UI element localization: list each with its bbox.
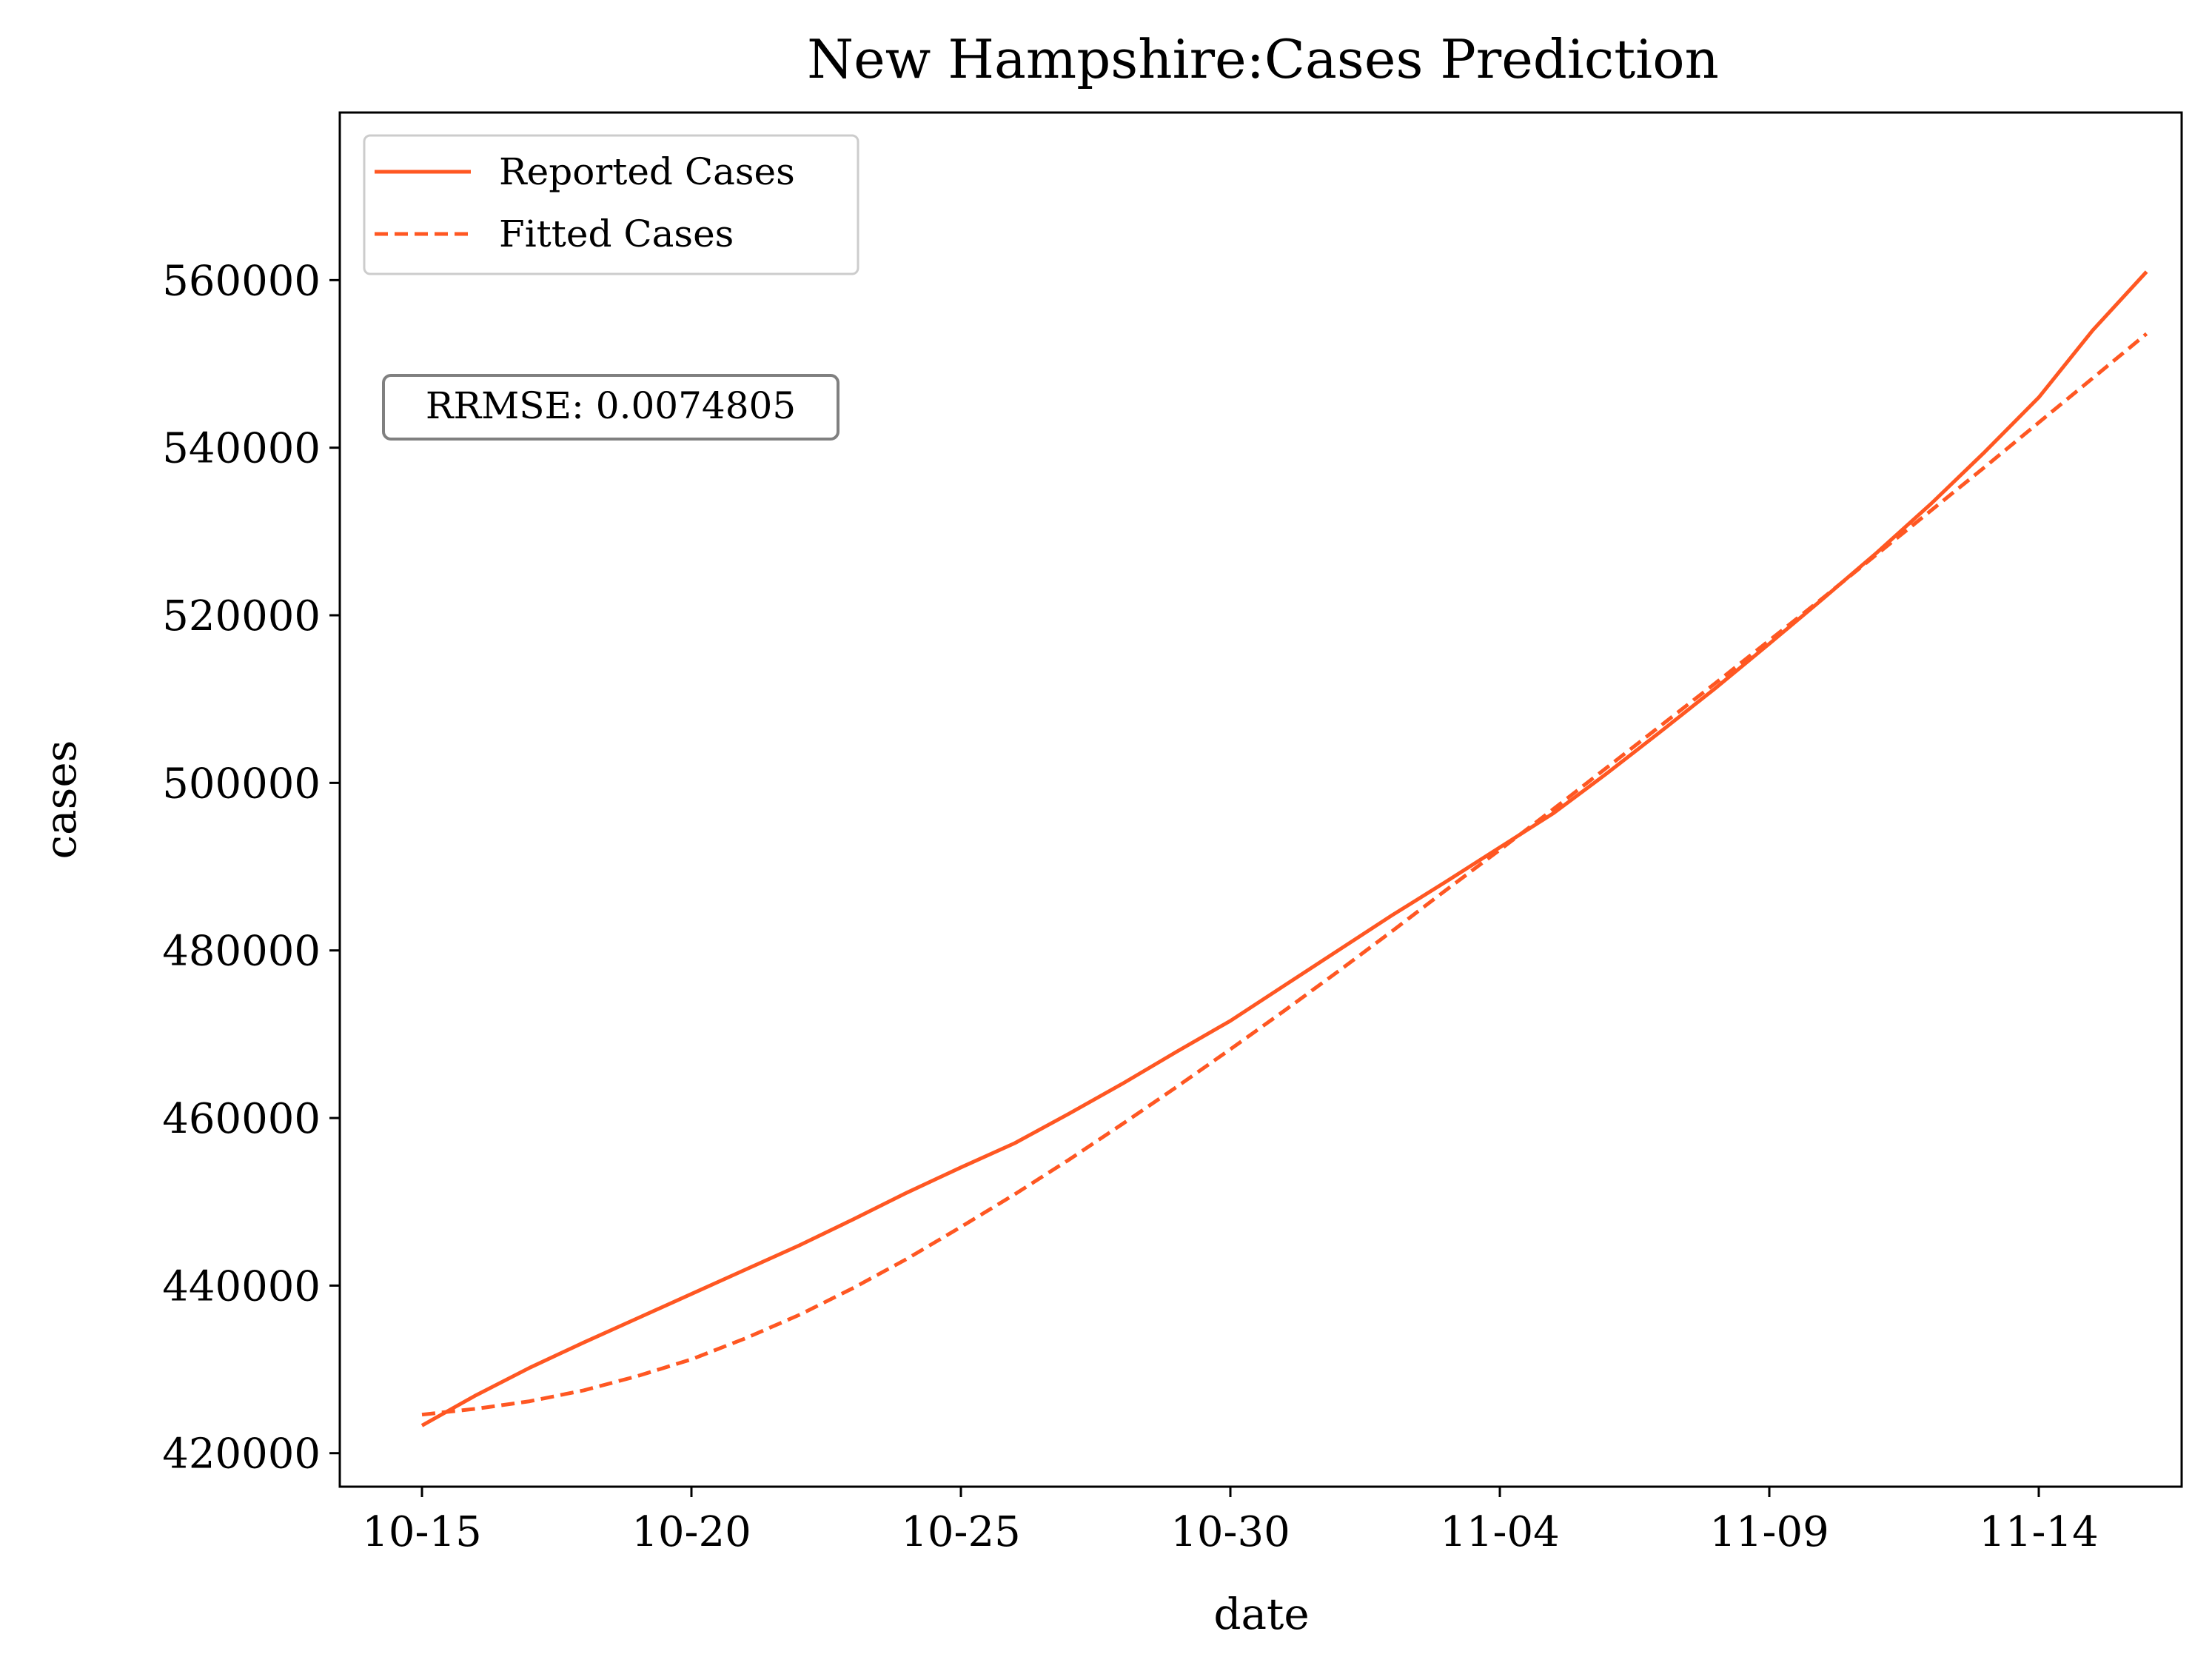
y-tick-label: 480000: [162, 928, 321, 976]
x-axis-ticks: 10-15 10-20 10-25 10-30 11-04 11-09 11-14: [362, 1487, 2099, 1556]
x-tick-label: 10-30: [1170, 1508, 1290, 1556]
plot-lines: [420, 270, 2148, 1427]
series-line-fitted-cases: [421, 332, 2148, 1417]
y-tick-label: 540000: [162, 425, 321, 473]
x-axis-label: date: [1213, 1589, 1309, 1639]
rrmse-label: RRMSE: 0.0074805: [426, 384, 796, 427]
x-tick-label: 10-25: [901, 1508, 1020, 1556]
y-tick-label: 420000: [162, 1430, 321, 1479]
y-tick-label: 460000: [162, 1095, 321, 1143]
y-tick-label: 560000: [162, 257, 321, 305]
y-axis-label: cases: [36, 740, 86, 860]
plot-frame: [338, 111, 2183, 1488]
rrmse-box-frame: [382, 374, 839, 441]
x-tick-label: 10-20: [631, 1508, 751, 1556]
legend: Reported Cases Fitted Cases: [363, 134, 859, 275]
y-axis-ticks: 420000 440000 460000 480000 500000 520000 5400…: [162, 257, 340, 1479]
legend-label-fitted: Fitted Cases: [499, 212, 734, 255]
chart-title: New Hampshire:Cases Prediction: [807, 28, 1719, 90]
y-tick-label: 520000: [162, 592, 321, 640]
y-tick-label: 440000: [162, 1262, 321, 1310]
x-tick-label: 11-14: [1979, 1508, 2098, 1556]
x-tick-label: 11-09: [1709, 1508, 1829, 1556]
y-tick-label: 500000: [162, 760, 321, 808]
rrmse-box: RRMSE: 0.0074805: [382, 374, 839, 441]
legend-box: [363, 134, 859, 275]
x-tick-label: 10-15: [362, 1508, 481, 1556]
legend-label-reported: Reported Cases: [499, 150, 795, 193]
x-tick-label: 11-04: [1440, 1508, 1559, 1556]
